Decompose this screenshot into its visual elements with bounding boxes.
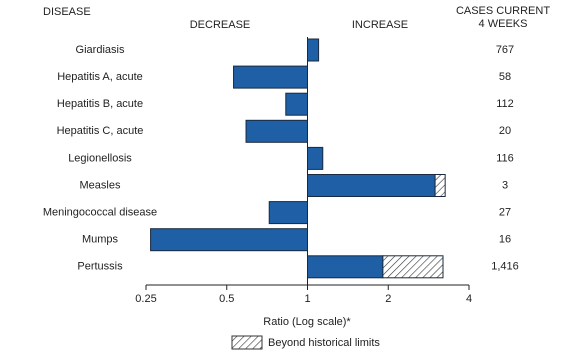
category-label: Hepatitis C, acute <box>57 125 144 137</box>
category-label: Mumps <box>82 234 119 246</box>
cases-label: 767 <box>496 44 514 56</box>
category-label: Hepatitis A, acute <box>57 71 143 83</box>
cases-label: 116 <box>496 152 514 164</box>
cases-label: 58 <box>499 71 511 83</box>
header-increase: INCREASE <box>352 19 408 31</box>
header-decrease: DECREASE <box>190 19 251 31</box>
bar <box>307 38 320 62</box>
beyond-limits-bar <box>382 255 444 279</box>
x-tick-label: 0.5 <box>219 293 234 305</box>
bar <box>307 174 436 197</box>
category-label: Pertussis <box>77 261 123 273</box>
cases-label: 112 <box>496 98 514 110</box>
cases-label: 3 <box>502 179 508 191</box>
x-tick-label: 4 <box>466 293 472 305</box>
x-tick-label: 2 <box>385 293 391 305</box>
bar <box>245 119 309 143</box>
x-axis-label: Ratio (Log scale)* <box>263 316 351 328</box>
bar <box>150 228 308 252</box>
cases-label: 20 <box>499 125 511 137</box>
cases-label: 1,416 <box>491 261 519 273</box>
category-label: Giardiasis <box>76 44 125 56</box>
header-cases: 4 WEEKS <box>479 18 528 30</box>
category-label: Hepatitis B, acute <box>57 98 143 110</box>
bar <box>233 65 308 89</box>
legend-label: Beyond historical limits <box>268 337 380 349</box>
bar <box>307 255 384 279</box>
bar <box>307 146 324 170</box>
legend-swatch <box>231 335 263 350</box>
category-label: Legionellosis <box>68 152 132 164</box>
beyond-limits-bar <box>434 174 446 197</box>
header-disease: DISEASE <box>43 6 91 18</box>
category-label: Measles <box>80 179 121 191</box>
bar <box>285 92 309 116</box>
cases-label: 16 <box>499 234 511 246</box>
cases-label: 27 <box>499 207 511 219</box>
header-cases: CASES CURRENT <box>456 5 550 17</box>
category-label: Meningococcal disease <box>43 207 157 219</box>
bar <box>268 201 308 225</box>
x-tick-label: 1 <box>304 293 310 305</box>
x-tick-label: 0.25 <box>135 293 156 305</box>
